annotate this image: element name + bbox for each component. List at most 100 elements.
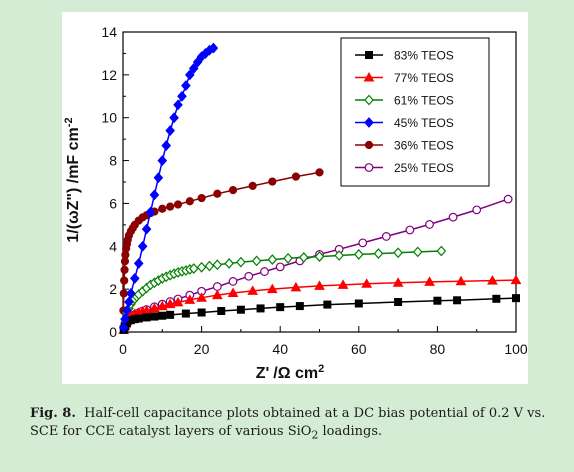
legend-label: 36% TEOS [394, 139, 454, 153]
data-point [150, 312, 159, 321]
data-point [164, 298, 176, 309]
data-point [149, 189, 160, 201]
data-point [228, 277, 238, 286]
data-point [314, 280, 325, 290]
data-point [266, 283, 278, 294]
data-point [453, 296, 462, 305]
data-point [158, 311, 167, 320]
data-point [181, 309, 190, 318]
legend-entry: 25% TEOS [355, 161, 454, 175]
legend-entry: 83% TEOS [355, 49, 454, 63]
data-point [134, 314, 143, 323]
data-point [204, 260, 215, 272]
data-point [157, 155, 168, 166]
data-point [337, 279, 349, 289]
legend-marker [364, 163, 374, 172]
legend-label: 25% TEOS [394, 161, 454, 175]
data-point [267, 254, 278, 265]
data-point [256, 304, 265, 313]
legend-marker [364, 117, 374, 128]
data-point [211, 289, 223, 300]
x-axis-title: Z'/Ω cm2 [256, 363, 325, 382]
figure-panel: 0 2 4 6 8 10 12 14 0 20 40 60 80 100 83% TEOS 77% TEOS… [62, 12, 528, 384]
data-point [283, 252, 293, 264]
data-point [354, 299, 363, 308]
data-point [161, 140, 172, 151]
data-point [512, 294, 520, 303]
data-point [173, 200, 183, 209]
data-point [212, 259, 223, 271]
caption-label: Fig. 8. [30, 406, 76, 421]
x-tick-label: 0 [119, 341, 127, 357]
data-point [424, 276, 435, 286]
data-point [236, 305, 245, 314]
y-tick-label: 4 [109, 238, 117, 254]
data-point [181, 80, 191, 91]
data-point [185, 69, 195, 81]
legend-entry: 77% TEOS [355, 71, 454, 85]
data-point [298, 252, 309, 263]
data-point [251, 255, 262, 267]
data-point [291, 172, 301, 181]
x-tick-label: 80 [430, 341, 446, 357]
legend-marker [363, 71, 375, 82]
y-tick-label: 14 [101, 24, 117, 40]
capacitance-chart: 0 2 4 6 8 10 12 14 0 20 40 60 80 100 83% TEOS 77% TEOS… [63, 24, 528, 382]
y-tick-label: 2 [109, 281, 117, 297]
data-point [276, 303, 285, 312]
y-tick-label: 12 [101, 67, 117, 83]
series-45-teos [118, 42, 219, 334]
data-point [510, 274, 522, 285]
data-point [197, 193, 206, 203]
data-point [244, 271, 254, 281]
data-point [236, 256, 246, 268]
data-point [412, 246, 423, 258]
data-point [247, 285, 259, 295]
data-point [381, 232, 391, 241]
legend-label: 77% TEOS [394, 71, 454, 85]
data-point [149, 302, 160, 313]
data-point [124, 296, 134, 308]
data-point [228, 186, 238, 195]
legend-entry: 61% TEOS [355, 94, 454, 108]
data-point [173, 99, 183, 111]
data-point [314, 251, 325, 262]
legend-label: 45% TEOS [394, 116, 454, 130]
data-point [126, 288, 136, 299]
data-point [248, 181, 257, 190]
data-point [133, 258, 144, 269]
data-point [373, 248, 384, 259]
data-point [141, 223, 152, 235]
legend-entry: 36% TEOS [355, 139, 454, 153]
series-layer [118, 42, 522, 334]
data-point [394, 298, 403, 306]
data-point [448, 212, 458, 222]
data-point [393, 247, 403, 259]
y-axis-title: 1/(ωZ") /mF cm-2 [63, 117, 82, 242]
data-point [503, 194, 513, 204]
caption-text: Half-cell capacitance plots obtained at … [30, 406, 546, 439]
x-tick-label: 100 [504, 341, 528, 357]
data-point [275, 262, 285, 272]
data-point [425, 220, 434, 229]
data-point [185, 197, 194, 206]
data-point [217, 307, 226, 315]
y-tick-label: 8 [109, 153, 117, 169]
y-tick-label: 6 [109, 195, 117, 211]
data-point [315, 168, 324, 177]
data-point [455, 275, 467, 286]
data-point [177, 90, 187, 102]
legend-marker [364, 94, 374, 106]
data-point [290, 281, 302, 292]
x-tick-label: 60 [351, 341, 367, 357]
data-point [323, 300, 332, 309]
data-point [492, 294, 501, 303]
data-point [153, 172, 164, 184]
data-point [166, 202, 175, 211]
caption-subscript: 2 [311, 428, 319, 442]
data-point [166, 310, 175, 319]
data-point [196, 261, 207, 273]
series-36-teos [119, 168, 324, 315]
data-point [436, 245, 447, 257]
data-point [169, 112, 179, 124]
